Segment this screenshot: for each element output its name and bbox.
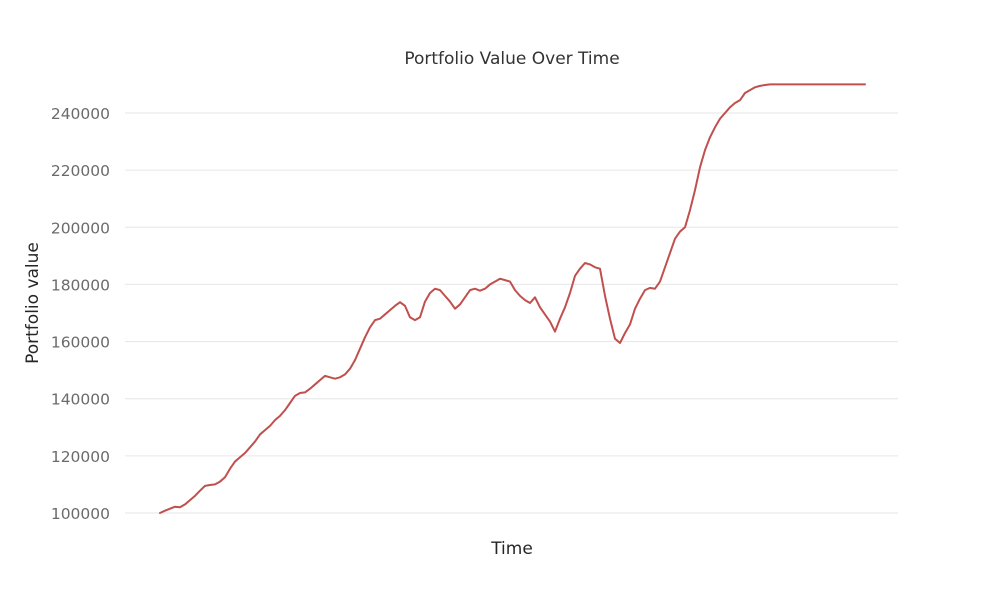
- chart-title: Portfolio Value Over Time: [404, 49, 619, 69]
- y-axis: 100000 120000 140000 160000 180000 200000 2200…: [51, 105, 110, 523]
- y-tick-label: 100000: [51, 505, 110, 523]
- y-axis-label: Portfolio value: [23, 242, 43, 364]
- y-tick-label: 220000: [51, 162, 110, 180]
- series-line: [159, 83, 866, 514]
- y-tick-label: 120000: [51, 448, 110, 466]
- x-axis-label: Time: [490, 539, 533, 559]
- y-tick-label: 140000: [51, 391, 110, 409]
- y-tick-label: 240000: [51, 105, 110, 123]
- y-tick-label: 200000: [51, 219, 110, 237]
- y-tick-label: 180000: [51, 276, 110, 294]
- y-tick-label: 160000: [51, 334, 110, 352]
- grid: [125, 112, 898, 514]
